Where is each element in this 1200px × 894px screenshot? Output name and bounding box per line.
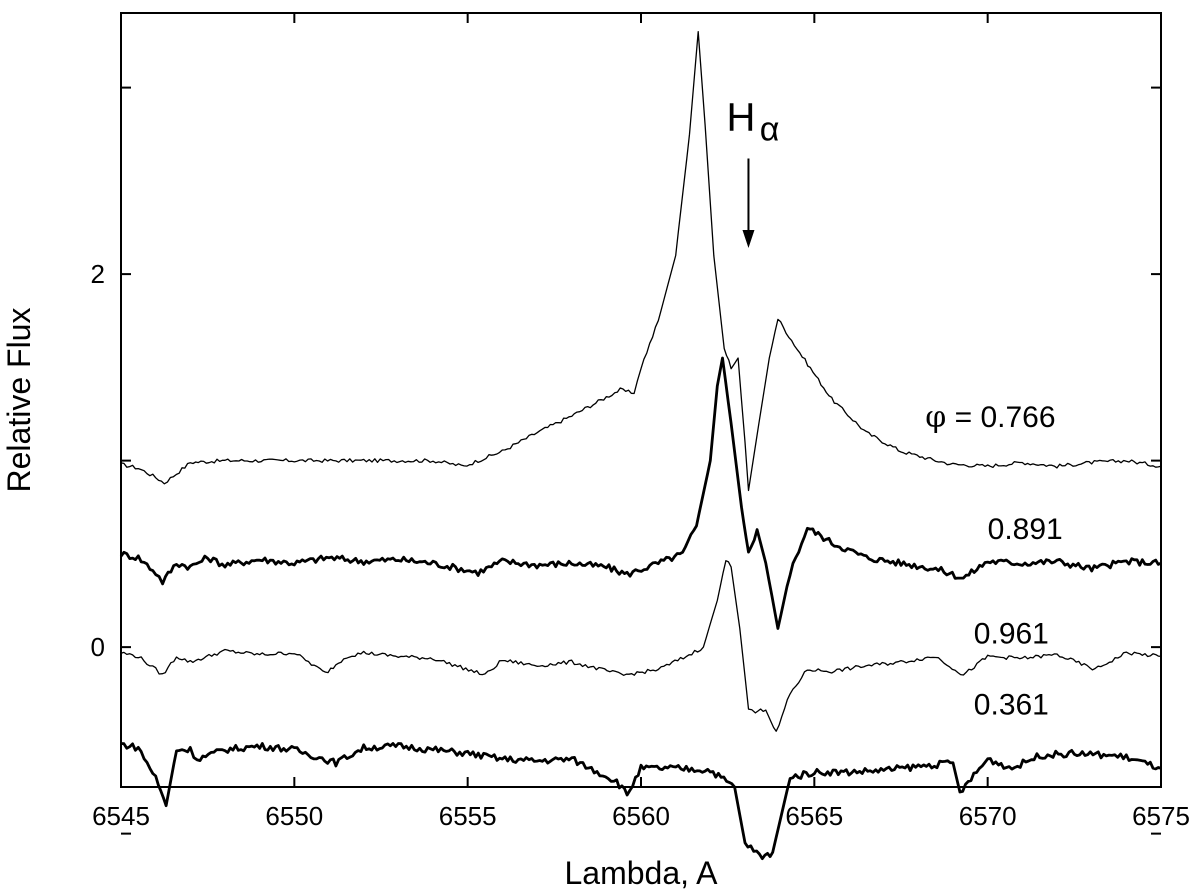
h-alpha-label: H α (726, 95, 779, 148)
plot-frame (120, 12, 1162, 788)
series-line (120, 31, 1162, 492)
phi-symbol: φ (925, 400, 946, 435)
series-label-value: = 0.766 (946, 401, 1055, 434)
x-tick-label: 6565 (785, 801, 843, 831)
series-layer (119, 31, 1162, 861)
x-tick-label: 6550 (265, 801, 323, 831)
y-tick-labels: 02 (91, 259, 105, 662)
x-tick-label: 6545 (92, 801, 150, 831)
series-line (120, 742, 1162, 861)
x-tick-label: 6575 (1132, 801, 1190, 831)
h-alpha-sub: α (760, 110, 780, 148)
h-alpha-annotation: H α (726, 95, 779, 248)
series-label: φ = 0.766 (925, 400, 1055, 435)
series-labels: φ = 0.766 0.891 0.961 0.361 (925, 400, 1062, 721)
x-tick-label: 6570 (959, 801, 1017, 831)
y-axis-title: Relative Flux (1, 308, 37, 493)
y-tick-label: 2 (91, 259, 105, 289)
h-alpha-arrow-head (742, 229, 755, 248)
y-tick-label: 0 (91, 632, 105, 662)
x-tick-label: 6560 (612, 801, 670, 831)
x-tick-label: 6555 (439, 801, 497, 831)
series-line (119, 356, 1162, 630)
x-axis-ticks (120, 13, 1162, 787)
x-axis-title: Lambda, A (565, 855, 719, 891)
series-label: 0.961 (974, 617, 1049, 650)
series-line (120, 560, 1162, 732)
series-label: 0.361 (974, 688, 1049, 721)
series-label: 0.891 (988, 513, 1063, 546)
x-tick-labels: 6545 6550 6555 6560 6565 6570 6575 (92, 801, 1190, 831)
h-alpha-main: H (726, 95, 755, 139)
y-axis-ticks (121, 86, 1161, 835)
